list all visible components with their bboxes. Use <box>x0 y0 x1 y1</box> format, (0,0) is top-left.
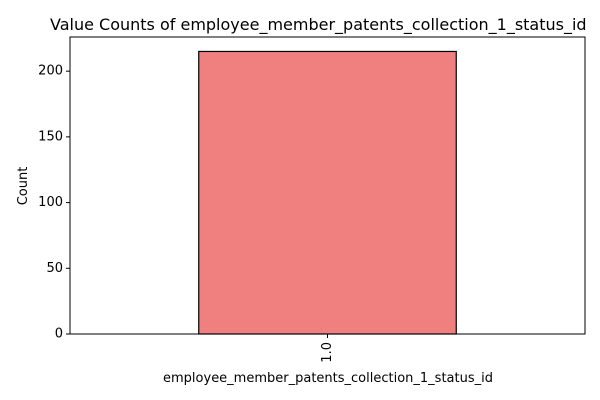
chart-title: Value Counts of employee_member_patents_… <box>50 15 587 35</box>
y-tick-label: 0 <box>55 327 63 342</box>
bar-1.0 <box>199 51 457 334</box>
y-tick-label: 100 <box>38 195 63 210</box>
y-tick-label: 50 <box>46 261 63 276</box>
y-tick-label: 200 <box>38 64 63 79</box>
y-tick-label: 150 <box>38 129 63 144</box>
plot-area: 1.0 0 50 100 150 200 <box>38 51 456 362</box>
y-axis-label: Count <box>16 167 31 206</box>
x-tick-label: 1.0 <box>320 342 335 363</box>
x-axis-label: employee_member_patents_collection_1_sta… <box>163 371 493 386</box>
